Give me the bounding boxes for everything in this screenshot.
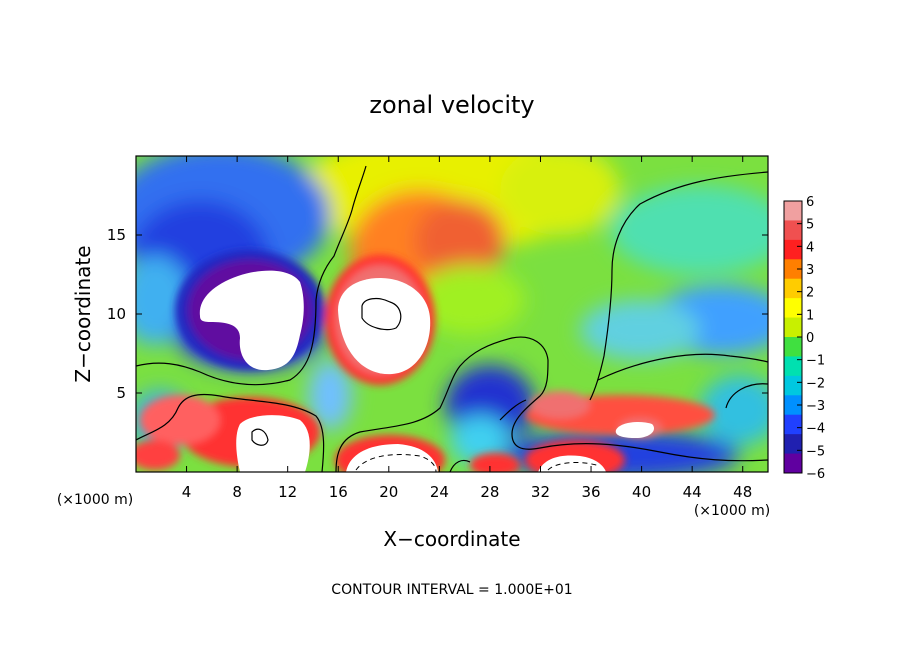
x-unit-left: (×1000 m) [57,492,133,508]
colorbar-tick-label: −3 [806,399,825,414]
x-unit-right: (×1000 m) [694,503,770,519]
colorbar-tick-label: −6 [806,467,825,482]
colorbar-tick-label: −2 [806,376,825,391]
colorbar-swatch [784,375,802,396]
colorbar-tick-label: −5 [806,444,825,459]
colorbar-swatch [784,259,802,280]
contour-lines [136,165,768,472]
colorbar-swatch [784,434,802,455]
chart-title: zonal velocity [369,91,534,119]
x-tick-label: 24 [430,483,449,501]
colorbar-swatch [784,298,802,319]
colorbar-swatch [784,337,802,357]
x-tick-label: 4 [182,483,192,501]
x-axis: 4 8 12 16 20 24 28 32 36 40 44 48 [182,156,752,501]
x-axis-title: X−coordinate [383,527,520,551]
colorbar-tick-label: −1 [806,354,825,369]
y-tick-label: 15 [107,226,126,244]
colorbar-swatch [784,395,802,416]
negative-contours [355,454,601,472]
x-tick-label: 8 [232,483,242,501]
colorbar-tick-label: 6 [806,195,814,210]
colorbar-tick-label: 2 [806,286,814,301]
x-tick-label: 44 [683,483,702,501]
x-tick-label: 20 [379,483,398,501]
colorbar-tick-label: −4 [806,422,825,437]
negative-core [199,270,304,371]
y-axis-title: Z−coordinate [71,245,95,382]
positive-core [236,415,310,472]
colorbar-tick-label: 0 [806,331,814,346]
colorbar-tick-label: 4 [806,240,814,255]
positive-core [346,444,438,472]
x-tick-label: 16 [329,483,348,501]
y-axis: 5 10 15 [107,226,768,402]
colorbar-swatch [784,453,802,474]
colorbar: 6 5 4 3 2 1 0 −1 −2 −3 −4 −5 −6 [783,195,825,482]
colorbar-tick-label: 1 [806,308,814,323]
colorbar-swatch [784,239,802,260]
positive-core [538,455,606,472]
x-tick-label: 48 [733,483,752,501]
contour-interval-note: CONTOUR INTERVAL = 1.000E+01 [331,582,572,598]
y-tick-label: 10 [107,305,126,323]
x-tick-label: 32 [531,483,550,501]
x-tick-label: 28 [480,483,499,501]
positive-core [338,278,431,375]
colorbar-swatch [784,317,802,338]
colorbar-swatch [784,278,802,299]
x-tick-label: 12 [278,483,297,501]
colorbar-tick-label: 5 [806,218,814,233]
colorbar-tick-label: 3 [806,263,814,278]
y-tick-label: 5 [116,384,126,402]
colorbar-swatch [784,414,802,435]
positive-core [615,422,655,438]
x-tick-label: 36 [581,483,600,501]
colorbar-swatch [784,201,802,221]
colorbar-swatch [784,220,802,241]
colorbar-swatch [784,356,802,377]
x-tick-label: 40 [632,483,651,501]
velocity-field [136,156,768,472]
